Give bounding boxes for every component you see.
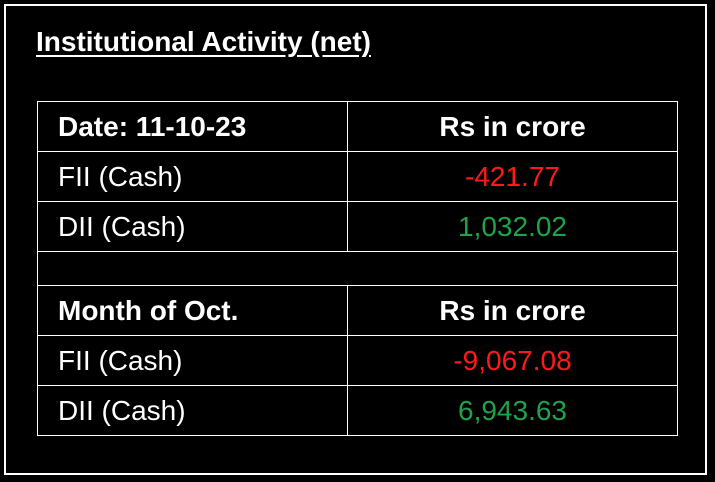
frame <box>4 4 707 475</box>
spacer-cell <box>37 251 678 286</box>
header-cell: Date: 11-10-23 <box>37 101 348 152</box>
header-cell: Month of Oct. <box>37 285 348 336</box>
row: DII (Cash) 1,032.02 <box>37 201 678 252</box>
header-row: Date: 11-10-23 Rs in crore <box>37 101 678 152</box>
value-cell: -9,067.08 <box>347 335 678 386</box>
value-cell: 6,943.63 <box>347 385 678 436</box>
row: FII (Cash) -9,067.08 <box>37 335 678 386</box>
label-cell: FII (Cash) <box>37 151 348 202</box>
row: FII (Cash) -421.77 <box>37 151 678 202</box>
header-cell: Rs in crore <box>347 285 678 336</box>
row: DII (Cash) 6,943.63 <box>37 385 678 436</box>
label-cell: DII (Cash) <box>37 201 348 252</box>
activity-table: Date: 11-10-23 Rs in crore FII (Cash) -4… <box>37 101 678 436</box>
header-row: Month of Oct. Rs in crore <box>37 285 678 336</box>
spacer-row <box>37 251 678 286</box>
header-cell: Rs in crore <box>347 101 678 152</box>
value-cell: 1,032.02 <box>347 201 678 252</box>
label-cell: FII (Cash) <box>37 335 348 386</box>
label-cell: DII (Cash) <box>37 385 348 436</box>
value-cell: -421.77 <box>347 151 678 202</box>
title: Institutional Activity (net) <box>36 26 371 57</box>
